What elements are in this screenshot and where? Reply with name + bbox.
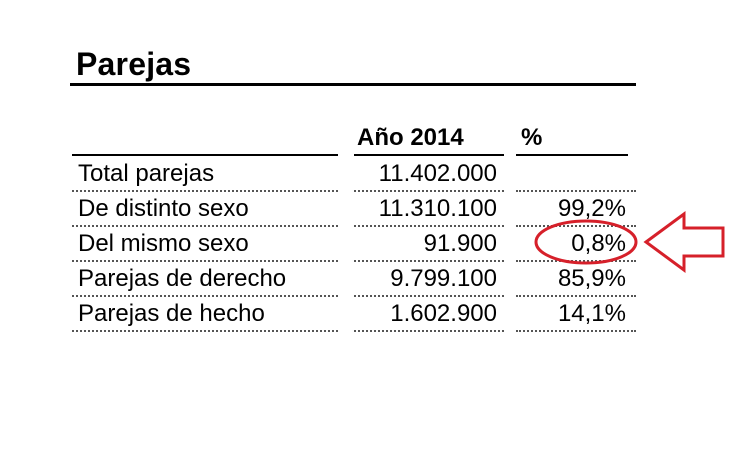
row-divider: [354, 225, 504, 227]
row-label: Parejas de hecho: [78, 300, 265, 327]
table-row-highlighted: Del mismo sexo 91.900 0,8%: [0, 227, 736, 262]
row-divider: [516, 225, 636, 227]
title-underline: [70, 83, 636, 86]
row-divider: [72, 225, 338, 227]
header-rule-year: [354, 154, 504, 156]
row-value: 11.310.100: [378, 195, 497, 222]
row-value: 91.900: [423, 230, 497, 257]
row-value: 9.799.100: [390, 265, 497, 292]
arrow-left-icon: [643, 211, 725, 273]
row-divider: [72, 260, 338, 262]
table-row: Parejas de derecho 9.799.100 85,9%: [0, 262, 736, 297]
row-percent: 85,9%: [557, 265, 626, 292]
row-divider: [72, 330, 338, 332]
row-value: 11.402.000: [378, 160, 497, 187]
row-divider: [354, 260, 504, 262]
row-percent: 0,8%: [571, 230, 626, 257]
table-row: Parejas de hecho 1.602.900 14,1%: [0, 297, 736, 332]
row-percent: 99,2%: [557, 195, 626, 222]
column-header-percent: %: [521, 124, 543, 151]
row-divider: [354, 295, 504, 297]
row-divider: [516, 190, 636, 192]
header-rule-percent: [516, 154, 628, 156]
table-row: De distinto sexo 11.310.100 99,2%: [0, 192, 736, 227]
page-title: Parejas: [76, 46, 192, 82]
row-divider: [516, 260, 636, 262]
row-label: Parejas de derecho: [78, 265, 287, 292]
row-label: Total parejas: [78, 160, 215, 187]
row-label: De distinto sexo: [78, 195, 249, 222]
row-divider: [72, 190, 338, 192]
header-rule-label: [72, 154, 338, 156]
circle-highlight: [534, 219, 638, 265]
column-header-year: Año 2014: [357, 124, 464, 151]
row-divider: [354, 330, 504, 332]
row-percent: 14,1%: [557, 300, 626, 327]
row-divider: [354, 190, 504, 192]
row-divider: [516, 295, 636, 297]
table-row: Total parejas 11.402.000: [0, 157, 736, 192]
row-label: Del mismo sexo: [78, 230, 249, 257]
row-divider: [516, 330, 636, 332]
row-value: 1.602.900: [390, 300, 497, 327]
row-divider: [72, 295, 338, 297]
